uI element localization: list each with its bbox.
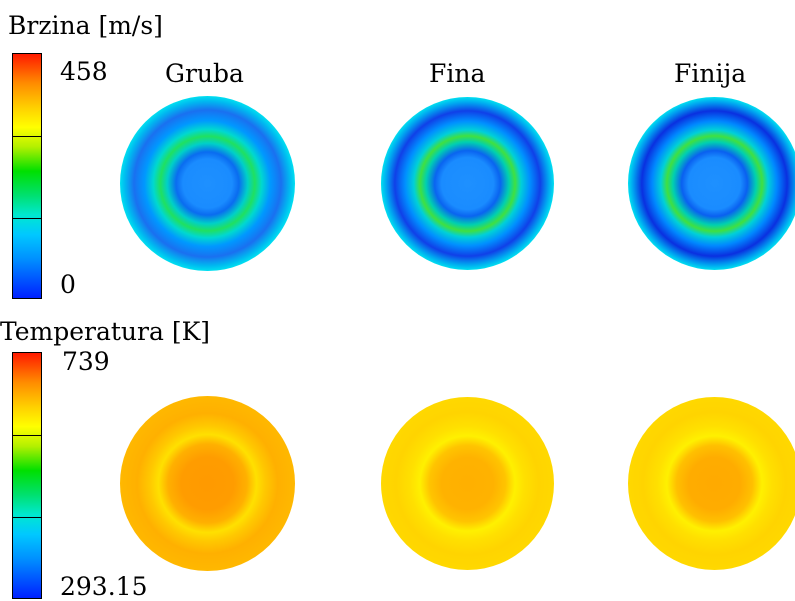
temperature-field-fina [381,397,554,570]
temperature-min-label: 293.15 [60,572,148,601]
column-header-gruba: Gruba [165,59,244,88]
temperature-field-gruba [120,396,295,571]
velocity-field-finija [628,97,795,270]
velocity-min-label: 0 [60,270,76,299]
velocity-colorbar [12,53,42,299]
velocity-max-label: 458 [60,57,108,86]
velocity-field-gruba [120,96,295,271]
temperature-max-label: 739 [62,347,110,376]
velocity-legend-title: Brzina [m/s] [8,11,163,40]
temperature-legend-title: Temperatura [K] [0,317,211,346]
velocity-field-fina [381,97,554,270]
column-header-fina: Fina [429,59,486,88]
column-header-finija: Finija [674,59,747,88]
temperature-field-finija [628,397,795,570]
temperature-colorbar [12,352,42,599]
